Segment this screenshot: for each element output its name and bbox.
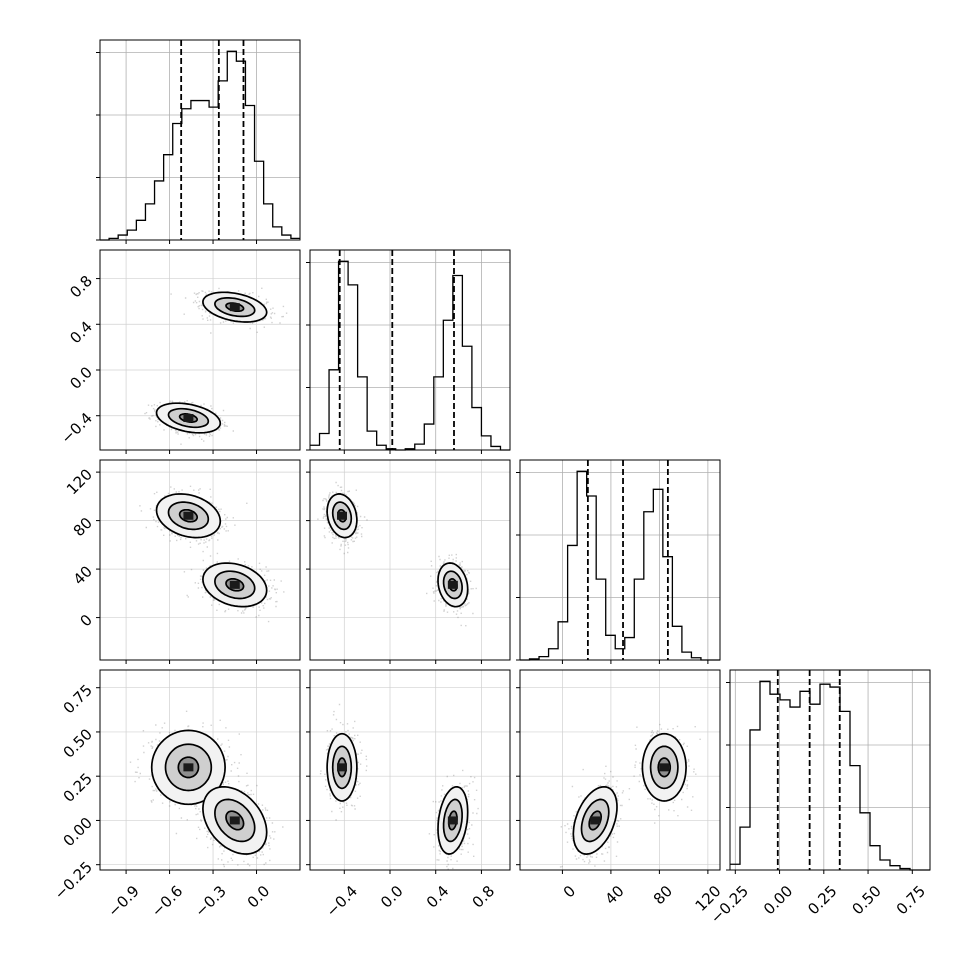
scatter-frame <box>99 669 301 871</box>
xtick-label-param-3: 0 <box>560 882 579 901</box>
histogram-frame <box>519 459 721 661</box>
histogram-steps <box>310 260 510 451</box>
scatter-frame <box>309 459 511 661</box>
xtick-label-param-1: −0.3 <box>191 882 229 920</box>
xtick-label-param-2: 0.8 <box>469 882 499 912</box>
ytick-label-param-2: 0.4 <box>66 318 96 348</box>
ytick-label-param-2: 0.0 <box>66 363 96 393</box>
density-peak <box>229 303 240 312</box>
density-peak <box>447 816 458 825</box>
histogram-frame <box>309 249 511 451</box>
histogram-frame <box>729 669 931 871</box>
ytick-label-param-3: 80 <box>70 514 96 540</box>
histogram-steps <box>100 50 300 241</box>
scatter-inner <box>100 460 300 660</box>
xtick-label-param-1: −0.6 <box>148 882 186 920</box>
ytick-label-param-3: 120 <box>63 465 96 498</box>
histogram-panel-1 <box>96 39 301 244</box>
histogram-background <box>520 460 720 660</box>
xtick-label-param-3: 80 <box>650 882 676 908</box>
density-peak <box>183 763 194 772</box>
scatter-panel-2-1 <box>96 249 301 454</box>
density-peak <box>659 763 670 772</box>
scatter-panel-4-3 <box>516 669 721 874</box>
histogram-background <box>730 670 930 870</box>
ytick-label-param-4: −0.25 <box>51 858 96 903</box>
density-peak <box>183 414 194 422</box>
scatter-panel-3-2 <box>306 459 511 664</box>
scatter-background <box>310 460 510 660</box>
scatter-inner <box>100 670 300 870</box>
scatter-inner <box>310 670 510 870</box>
ytick-label-param-4: 0.00 <box>60 814 96 850</box>
xtick-label-param-1: 0.0 <box>244 882 274 912</box>
scatter-panel-4-2 <box>306 669 511 874</box>
xtick-label-param-4: 0.75 <box>893 882 929 918</box>
histogram-panel-2 <box>306 249 511 454</box>
histogram-panel-4 <box>726 669 931 874</box>
ytick-label-param-4: 0.75 <box>60 681 96 717</box>
density-peak <box>183 511 194 520</box>
xtick-label-param-2: 0.0 <box>377 882 407 912</box>
ytick-label-param-3: 0 <box>77 611 96 630</box>
density-peak <box>590 816 601 825</box>
ytick-label-param-3: 40 <box>70 562 96 588</box>
density-peak <box>337 763 347 772</box>
histogram-background <box>310 250 510 450</box>
scatter-panel-4-1 <box>96 669 301 874</box>
xtick-label-param-4: 0.50 <box>848 882 884 918</box>
scatter-background <box>100 460 300 660</box>
density-peak <box>229 580 240 589</box>
histogram-background <box>100 40 300 240</box>
histogram-frame <box>99 39 301 241</box>
scatter-inner <box>520 670 720 870</box>
scatter-points <box>144 287 288 445</box>
scatter-frame <box>99 459 301 661</box>
xtick-label-param-4: 0.00 <box>760 882 796 918</box>
xtick-label-param-2: 0.4 <box>423 882 453 912</box>
xtick-label-param-2: −0.4 <box>323 882 361 920</box>
ytick-label-param-4: 0.50 <box>60 725 96 761</box>
histogram-panel-3 <box>516 459 721 664</box>
density-peak <box>229 816 240 825</box>
scatter-frame <box>309 669 511 871</box>
scatter-inner <box>100 250 300 450</box>
histogram-steps <box>520 470 720 661</box>
density-peak <box>447 580 458 589</box>
xtick-label-param-3: 40 <box>601 882 627 908</box>
scatter-inner <box>310 460 510 660</box>
ytick-label-param-2: 0.8 <box>66 272 96 302</box>
histogram-steps <box>730 680 930 871</box>
scatter-background <box>520 670 720 870</box>
scatter-frame <box>99 249 301 451</box>
scatter-frame <box>519 669 721 871</box>
xtick-label-param-4: 0.25 <box>804 882 840 918</box>
ytick-label-param-4: 0.25 <box>60 769 96 805</box>
density-peak <box>337 511 347 520</box>
ytick-label-param-2: −0.4 <box>58 409 96 447</box>
xtick-label-param-1: −0.9 <box>104 882 142 920</box>
scatter-panel-3-1 <box>96 459 301 664</box>
